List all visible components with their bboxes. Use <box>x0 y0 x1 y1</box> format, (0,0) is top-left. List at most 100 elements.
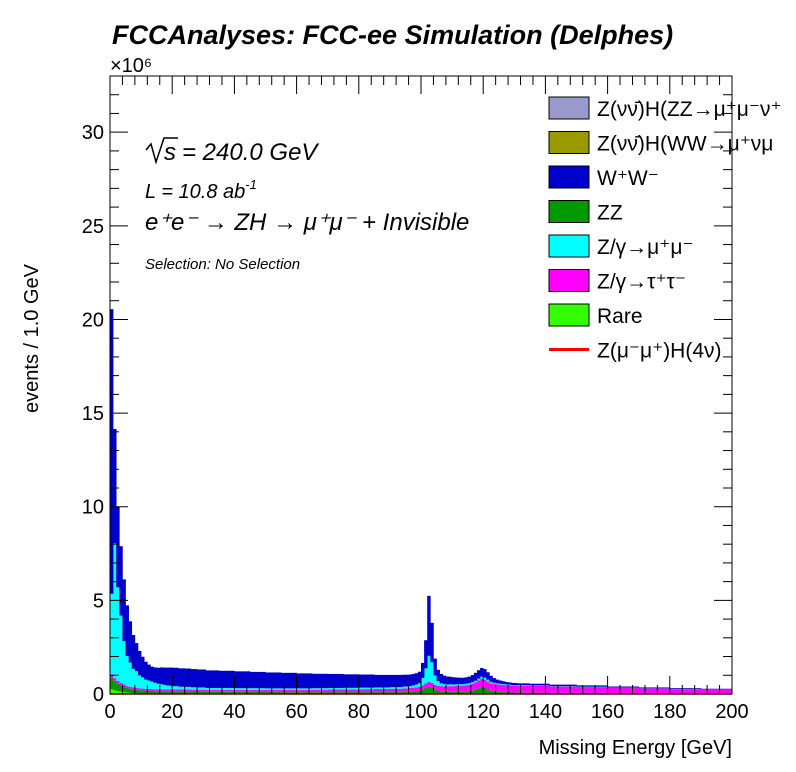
bar-Z/γ→τ⁺τ⁻ <box>516 685 530 693</box>
bar-Z/γ→τ⁺τ⁻ <box>156 689 161 692</box>
bar-W⁺W⁻ <box>218 670 235 689</box>
bar-ZZ <box>218 691 235 694</box>
bar-ZZ <box>464 691 468 694</box>
bar-W⁺W⁻ <box>442 675 447 685</box>
bar-ZZ <box>424 688 428 694</box>
annotation-lumi-text: L = 10.8 ab <box>145 181 245 203</box>
bar-W⁺W⁻ <box>184 668 192 687</box>
bar-Z/γ→μ⁺μ⁻ <box>495 683 500 685</box>
bar-W⁺W⁻ <box>205 670 220 689</box>
bar-Z/γ→μ⁺μ⁻ <box>113 543 117 679</box>
bar-Z/γ→μ⁺μ⁻ <box>442 684 447 687</box>
bar-W⁺W⁻ <box>501 681 506 685</box>
bar-Z/γ→τ⁺τ⁻ <box>476 680 481 689</box>
bar-W⁺W⁻ <box>486 672 490 680</box>
bar-ZZ <box>156 691 161 694</box>
bar-W⁺W⁻ <box>374 674 391 688</box>
bar-Z/γ→μ⁺μ⁻ <box>516 685 530 686</box>
bar-W⁺W⁻ <box>110 309 114 594</box>
bar-Z/γ→τ⁺τ⁻ <box>218 689 235 692</box>
bar-W⁺W⁻ <box>296 673 313 689</box>
legend-item: Z(νν̄)H(ZZ→μ⁺μ⁻ν⁺ <box>548 96 782 121</box>
bar-W⁺W⁻ <box>153 667 157 683</box>
bar-W⁺W⁻ <box>178 668 185 687</box>
bar-W⁺W⁻ <box>131 635 136 669</box>
bar-Rare <box>122 692 126 694</box>
bar-Z/γ→μ⁺μ⁻ <box>411 685 416 688</box>
bar-Z/γ→μ⁺μ⁻ <box>119 615 123 683</box>
bar-Z/γ→μ⁺μ⁻ <box>184 686 192 690</box>
bar-Z/γ→τ⁺τ⁻ <box>312 689 328 693</box>
bar-W⁺W⁻ <box>480 667 484 677</box>
bar-Z/γ→τ⁺τ⁻ <box>150 689 154 692</box>
bar-Z/γ→μ⁺μ⁻ <box>137 675 142 689</box>
bar-ZZ <box>445 691 450 694</box>
bar-Z/γ→τ⁺τ⁻ <box>445 686 450 692</box>
legend-item: Z(μ⁻μ⁺)H(4ν) <box>549 340 722 363</box>
bar-W⁺W⁻ <box>455 677 459 685</box>
legend-label: Z/γ→τ⁺τ⁻ <box>597 271 686 294</box>
bar-W⁺W⁻ <box>162 667 167 685</box>
bar-Z/γ→τ⁺τ⁻ <box>125 685 129 688</box>
bar-W⁺W⁻ <box>511 682 517 686</box>
bar-Z/γ→μ⁺μ⁻ <box>153 682 157 690</box>
bar-W⁺W⁻ <box>458 677 462 685</box>
bar-W⁺W⁻ <box>464 677 468 684</box>
bar-ZZ <box>516 692 530 694</box>
bar-Z/γ→μ⁺μ⁻ <box>197 687 206 690</box>
bar-ZZ <box>508 692 512 694</box>
bar-ZZ <box>427 686 431 694</box>
bar-Z/γ→μ⁺μ⁻ <box>234 688 251 690</box>
legend-item: Z(νν̄)H(WW→μ⁺νμ <box>548 131 773 156</box>
bar-W⁺W⁻ <box>159 667 164 685</box>
bar-ZZ <box>141 690 145 694</box>
legend-swatch <box>548 131 590 154</box>
bar-Z/γ→τ⁺τ⁻ <box>190 689 198 692</box>
bar-W⁺W⁻ <box>281 672 297 689</box>
bar-Z/γ→μ⁺μ⁻ <box>169 685 174 690</box>
annotation-process: e⁺e⁻ → ZH → μ⁺μ⁻ + Invisible <box>145 209 469 236</box>
bar-ZZ <box>119 685 123 692</box>
bar-Z/γ→τ⁺τ⁻ <box>414 687 419 692</box>
bar-ZZ <box>205 691 220 694</box>
bar-Z/γ→τ⁺τ⁻ <box>421 685 425 690</box>
bar-ZZ <box>131 689 136 694</box>
bar-Z/γ→τ⁺τ⁻ <box>281 689 297 693</box>
bar-Z/γ→τ⁺τ⁻ <box>402 688 409 692</box>
x-tick-label: 80 <box>348 701 370 723</box>
axis-ticks: 0 20 40 60 80 100 120 140 160 180 200 0 5 10 15 20 25 30 <box>82 75 749 723</box>
bar-W⁺W⁻ <box>439 673 444 684</box>
bar-ZZ <box>234 691 251 694</box>
bar-W⁺W⁻ <box>473 672 478 681</box>
bar-Z/γ→τ⁺τ⁻ <box>122 684 126 687</box>
bar-Z/γ→μ⁺μ⁻ <box>445 684 450 687</box>
legend-label: Z(νν̄)H(ZZ→μ⁺μ⁻ν⁺ <box>597 98 782 121</box>
bar-Z/γ→τ⁺τ⁻ <box>119 682 123 686</box>
bar-W⁺W⁻ <box>700 688 733 690</box>
plot-title: FCCAnalyses: FCC-ee Simulation (Delphes) <box>112 20 674 50</box>
bar-W⁺W⁻ <box>549 684 577 687</box>
bar-W⁺W⁻ <box>436 669 440 682</box>
bar-Z/γ→μ⁺μ⁻ <box>436 681 440 686</box>
annotation-sqrt-s: s = 240.0 GeV <box>145 137 319 166</box>
bar-ZZ <box>436 691 440 694</box>
bar-Rare <box>110 689 114 694</box>
bar-Z/γ→μ⁺μ⁻ <box>122 641 126 685</box>
bar-Z/γ→τ⁺τ⁻ <box>455 685 459 692</box>
legend-swatch <box>548 165 590 189</box>
bar-Z/γ→μ⁺μ⁻ <box>190 687 198 690</box>
bar-W⁺W⁻ <box>116 506 120 588</box>
bar-Z/γ→τ⁺τ⁻ <box>134 688 139 690</box>
bar-Z/γ→τ⁺τ⁻ <box>464 685 468 692</box>
bar-Z/γ→τ⁺τ⁻ <box>549 686 577 693</box>
bar-Z/γ→μ⁺μ⁻ <box>312 688 328 690</box>
bar-Z/γ→τ⁺τ⁻ <box>486 681 490 690</box>
bar-W⁺W⁻ <box>113 429 117 544</box>
bar-Z/γ→μ⁺μ⁻ <box>461 684 465 686</box>
bar-Z/γ→μ⁺μ⁻ <box>417 682 422 687</box>
bar-W⁺W⁻ <box>461 677 465 685</box>
bar-W⁺W⁻ <box>234 671 251 689</box>
bar-Z/γ→μ⁺μ⁻ <box>501 684 506 685</box>
bar-Z/γ→τ⁺τ⁻ <box>417 686 422 692</box>
bar-W⁺W⁻ <box>508 682 512 685</box>
